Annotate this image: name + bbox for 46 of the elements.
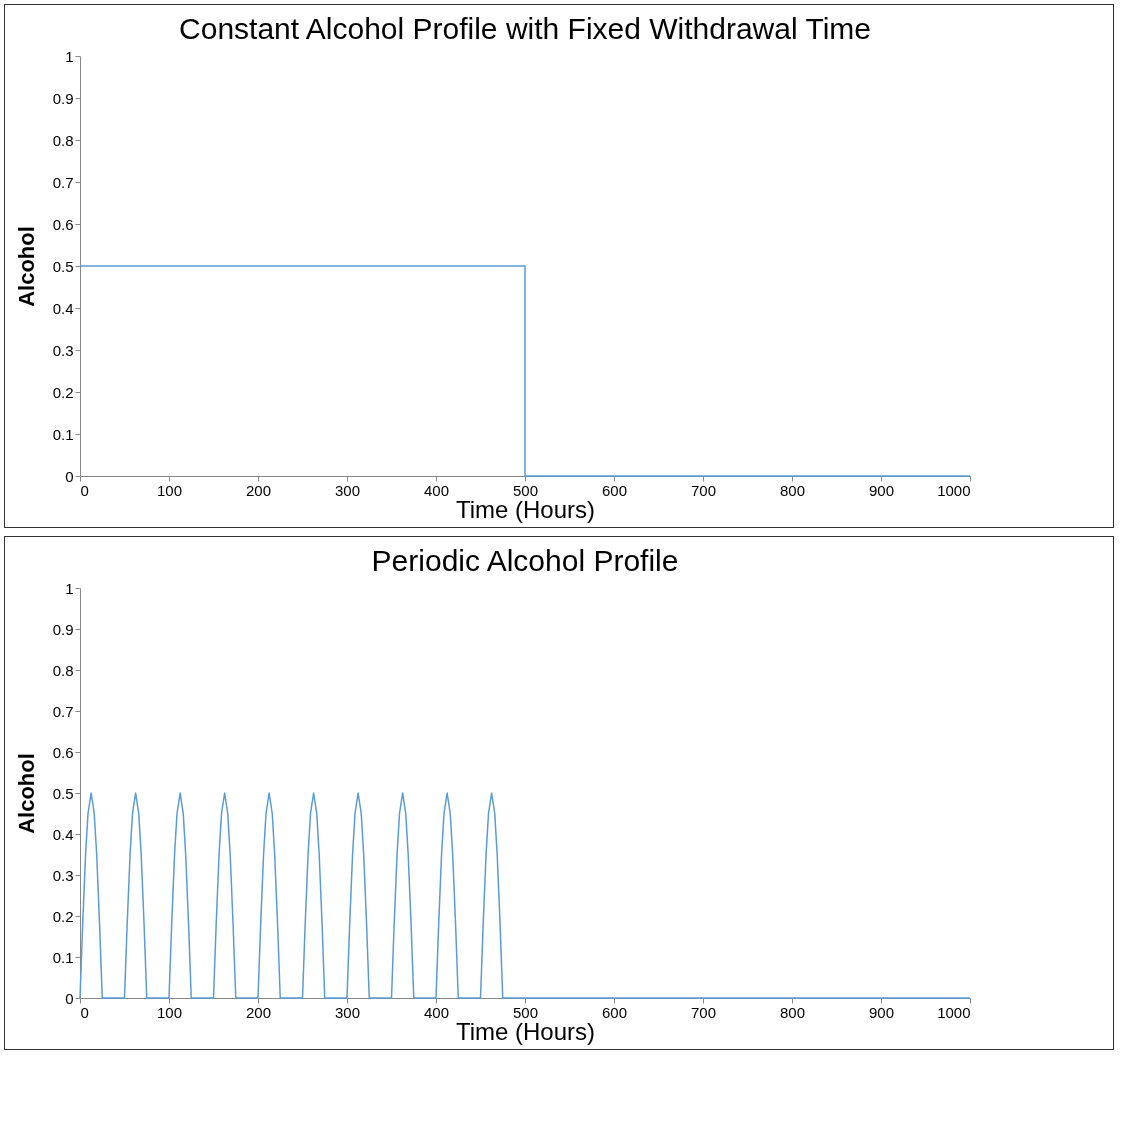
x-tick-label: 1000: [937, 1003, 971, 1021]
x-tick-label: 0: [80, 1003, 89, 1021]
y-tick-label: 0.8: [52, 661, 74, 679]
x-tick-label: 1000: [937, 481, 971, 499]
x-tick-label: 600: [601, 481, 628, 499]
y-tick-label: 0.3: [52, 866, 74, 884]
y-tick-label: 0.2: [52, 907, 74, 925]
x-tick-label: 900: [868, 1003, 895, 1021]
y-tick-label: 0.4: [52, 825, 74, 843]
y-tick-label: 1: [65, 47, 74, 65]
y-tick-label: 0.6: [52, 743, 74, 761]
y-tick-label: 0.7: [52, 173, 74, 191]
x-tick-label: 100: [156, 481, 183, 499]
y-axis-title: Alcohol: [13, 753, 39, 834]
x-tick-label: 800: [779, 1003, 806, 1021]
y-tick-label: 0.2: [52, 383, 74, 401]
x-tick-label: 200: [245, 1003, 272, 1021]
x-tick-label: 700: [690, 1003, 717, 1021]
y-tick-label: 1: [65, 579, 74, 597]
y-tick-label: 0.3: [52, 341, 74, 359]
chart-title: Periodic Alcohol Profile: [371, 544, 679, 577]
y-tick-label: 0: [65, 467, 74, 485]
y-tick-label: 0.1: [52, 948, 74, 966]
x-tick-label: 300: [334, 1003, 361, 1021]
y-tick-label: 0.9: [52, 89, 74, 107]
y-tick-label: 0.5: [52, 784, 74, 802]
x-tick-label: 300: [334, 481, 361, 499]
y-axis-title: Alcohol: [13, 226, 39, 307]
x-tick-label: 400: [423, 1003, 450, 1021]
y-tick-label: 0.8: [52, 131, 74, 149]
x-tick-label: 700: [690, 481, 717, 499]
x-tick-label: 600: [601, 1003, 628, 1021]
x-tick-label: 800: [779, 481, 806, 499]
y-tick-label: 0.7: [52, 702, 74, 720]
x-tick-label: 0: [80, 481, 89, 499]
y-tick-label: 0.6: [52, 215, 74, 233]
y-tick-label: 0.4: [52, 299, 74, 317]
x-tick-label: 400: [423, 481, 450, 499]
x-tick-label: 200: [245, 481, 272, 499]
y-tick-label: 0.5: [52, 257, 74, 275]
x-tick-label: 100: [156, 1003, 183, 1021]
x-tick-label: 900: [868, 481, 895, 499]
y-tick-label: 0.9: [52, 620, 74, 638]
y-tick-label: 0: [65, 989, 74, 1007]
chart-title: Constant Alcohol Profile with Fixed Withdrawal Time: [179, 12, 871, 45]
y-tick-label: 0.1: [52, 425, 74, 443]
